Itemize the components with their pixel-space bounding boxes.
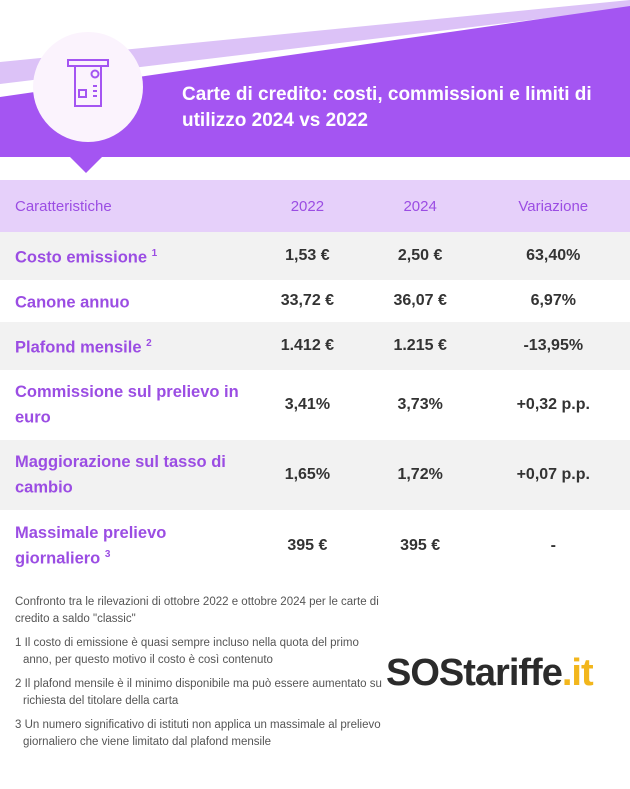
- column-header: 2024: [363, 180, 477, 232]
- notes-intro: Confronto tra le rilevazioni di ottobre …: [15, 596, 379, 625]
- table-row: Commissione sul prelievo in euro 3,41% 3…: [0, 370, 630, 440]
- footnote: 1 Il costo di emissione è quasi sempre i…: [15, 637, 359, 666]
- value-2024: 3,73%: [397, 396, 443, 413]
- header-banner: [0, 0, 630, 173]
- footnote-ref: 1: [151, 248, 158, 260]
- variation: -13,95%: [476, 322, 630, 370]
- row-label: Massimale prelievo giornaliero 3: [0, 510, 251, 582]
- value-2024: 36,07 €: [393, 292, 447, 309]
- table-row: Plafond mensile 2 1.412 € 1.215 € -13,95…: [0, 322, 630, 370]
- value-2024: 1,72%: [363, 440, 477, 510]
- value-2022: 33,72 €: [280, 292, 335, 309]
- column-header: Caratteristiche: [0, 180, 251, 232]
- table-row: Massimale prelievo giornaliero 3 395 € 3…: [0, 510, 630, 582]
- row-label-text: Maggiorazione sul tasso di cambio: [15, 453, 226, 497]
- value-2022: 1,65%: [251, 440, 364, 510]
- row-label-text: Costo emissione: [15, 248, 148, 267]
- value-2024: 395 €: [400, 537, 441, 554]
- column-header: Variazione: [476, 180, 630, 232]
- logo-suffix: .it: [561, 652, 594, 694]
- row-label: Maggiorazione sul tasso di cambio: [0, 440, 251, 510]
- row-label: Canone annuo: [0, 280, 251, 322]
- sostariffe-logo: SOStariffe.it: [386, 652, 594, 695]
- footnote-ref: 3: [104, 549, 111, 561]
- row-label: Commissione sul prelievo in euro: [0, 370, 251, 440]
- table-header-row: Caratteristiche 2022 2024 Variazione: [0, 180, 630, 232]
- row-label: Costo emissione 1: [0, 232, 251, 280]
- variation: +0,32 p.p.: [516, 396, 590, 413]
- value-2022: 1.412 €: [251, 322, 364, 370]
- variation: 63,40%: [476, 232, 630, 280]
- footnote: 3 Un numero significativo di istituti no…: [15, 719, 381, 748]
- value-2024: 1.215 €: [363, 322, 477, 370]
- row-label-text: Commissione sul prelievo in euro: [15, 383, 239, 427]
- logo-text: SOStariffe: [386, 652, 563, 694]
- value-2022: 395 €: [287, 537, 328, 554]
- column-header: 2022: [251, 180, 364, 232]
- variation: 6,97%: [530, 292, 576, 309]
- value-2024: 2,50 €: [363, 232, 477, 280]
- page-title: Carte di credito: costi, commissioni e l…: [182, 84, 592, 131]
- notes: Confronto tra le rilevazioni di ottobre …: [15, 594, 385, 758]
- table-row: Maggiorazione sul tasso di cambio 1,65% …: [0, 440, 630, 510]
- value-2022: 3,41%: [284, 396, 331, 413]
- footnote-ref: 2: [146, 338, 152, 350]
- variation: -: [550, 537, 556, 554]
- table-row: Canone annuo 33,72 € 36,07 € 6,97%: [0, 280, 630, 322]
- table-row: Costo emissione 1 1,53 € 2,50 € 63,40%: [0, 232, 630, 280]
- value-2022: 1,53 €: [251, 232, 364, 280]
- comparison-table: Caratteristiche 2022 2024 Variazione Cos…: [0, 180, 630, 582]
- row-label-text: Massimale prelievo giornaliero: [15, 524, 167, 568]
- atm-card-icon: [67, 59, 109, 107]
- footnote: 2 Il plafond mensile è il minimo disponi…: [15, 678, 382, 707]
- row-label: Plafond mensile 2: [0, 322, 251, 370]
- row-label-text: Plafond mensile: [15, 338, 142, 357]
- variation: +0,07 p.p.: [476, 440, 630, 510]
- row-label-text: Canone annuo: [15, 293, 130, 312]
